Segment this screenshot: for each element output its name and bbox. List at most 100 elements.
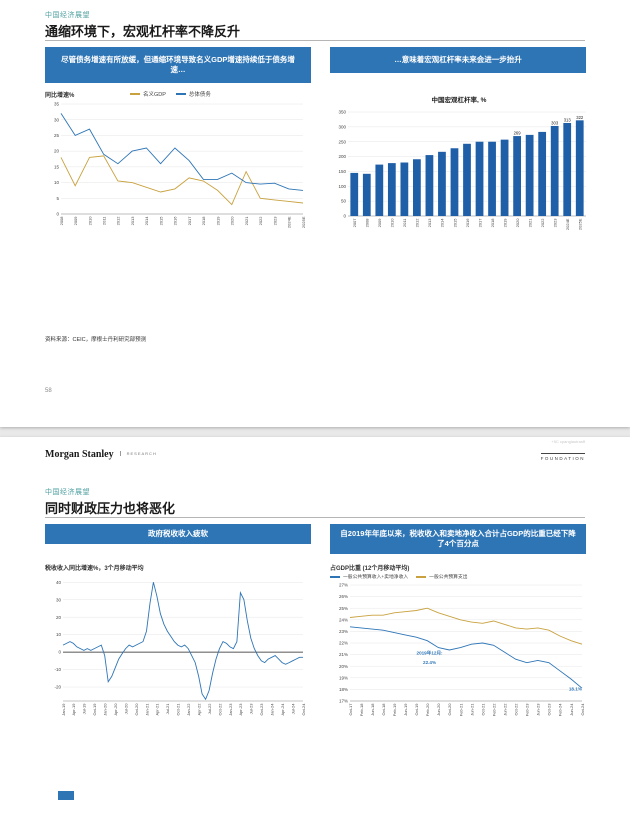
svg-text:Feb-20: Feb-20 xyxy=(425,703,430,716)
logo-wordmark: Morgan Stanley xyxy=(45,449,114,460)
morgan-stanley-logo: Morgan Stanley RESEARCH xyxy=(45,449,157,460)
svg-text:22%: 22% xyxy=(339,641,348,646)
logo-research-label: RESEARCH xyxy=(119,451,157,456)
svg-text:Jun-18: Jun-18 xyxy=(370,703,375,716)
svg-text:2014: 2014 xyxy=(144,216,149,226)
svg-text:2021: 2021 xyxy=(527,218,532,228)
svg-text:Jan-19: Jan-19 xyxy=(61,703,66,716)
svg-text:200: 200 xyxy=(338,154,346,159)
tax-revenue-growth-line-chart: -20 -10 0 10 20 30 40 Jan-19 Apr-19 Jul-19 Oct-19 J… xyxy=(54,580,305,716)
svg-text:2013: 2013 xyxy=(130,216,135,226)
svg-text:17%: 17% xyxy=(339,699,348,704)
svg-text:Oct-24: Oct-24 xyxy=(580,703,585,716)
svg-text:2023: 2023 xyxy=(552,218,557,228)
svg-text:25%: 25% xyxy=(339,606,348,611)
legend-swatch-blue xyxy=(330,575,340,578)
svg-text:2015: 2015 xyxy=(158,216,163,226)
svg-text:2009: 2009 xyxy=(73,216,78,226)
svg-text:40: 40 xyxy=(56,580,62,585)
legend-swatch-gold xyxy=(130,93,140,95)
slide1-title: 通缩环境下，宏观杠杆率不降反升 xyxy=(45,24,241,39)
foundation-label: FOUNDATION xyxy=(540,453,585,461)
legend-label: 一般公共预算收入+卖地净收入 xyxy=(343,575,409,580)
slide1-title-rule xyxy=(45,40,585,41)
svg-text:2007: 2007 xyxy=(352,218,357,228)
svg-text:2022: 2022 xyxy=(540,218,545,228)
svg-text:2009: 2009 xyxy=(377,218,382,228)
svg-text:Oct-22: Oct-22 xyxy=(217,703,222,716)
chart1-legend: 名义GDP 总体债务 xyxy=(130,90,211,98)
svg-text:30: 30 xyxy=(54,117,60,122)
svg-text:2019年12月:: 2019年12月: xyxy=(417,650,444,657)
svg-text:Jan-23: Jan-23 xyxy=(228,703,233,716)
svg-text:2015: 2015 xyxy=(452,218,457,228)
slide1-source-note: 资料来源：CEIC，摩根士丹利研究部预测 xyxy=(45,337,147,343)
svg-text:20: 20 xyxy=(54,149,60,154)
svg-text:Oct-23: Oct-23 xyxy=(547,703,552,716)
slide2-title-rule xyxy=(45,517,585,518)
svg-text:2023: 2023 xyxy=(272,216,277,226)
legend-item-total-debt: 总体债务 xyxy=(175,90,211,98)
svg-text:Jun-20: Jun-20 xyxy=(436,703,441,716)
svg-text:2008: 2008 xyxy=(365,218,370,228)
svg-text:Oct-19: Oct-19 xyxy=(92,703,97,716)
legend-item-revenue: 一般公共预算收入+卖地净收入 xyxy=(330,573,408,580)
svg-text:Apr-20: Apr-20 xyxy=(113,703,118,716)
svg-text:Apr-19: Apr-19 xyxy=(71,703,76,716)
gdp-vs-debt-growth-line-chart: 0 5 10 15 20 25 30 35 2008 2009 2010 2011 2012 2013 20… xyxy=(54,102,306,228)
svg-text:2012: 2012 xyxy=(415,218,420,228)
svg-text:2018: 2018 xyxy=(490,218,495,228)
svg-text:Jul-21: Jul-21 xyxy=(165,703,170,715)
chart4-legend: 一般公共预算收入+卖地净收入 一般公共预算支出 xyxy=(330,573,468,580)
svg-text:2010: 2010 xyxy=(87,216,92,226)
svg-text:2010: 2010 xyxy=(390,218,395,228)
chart2-title: 中国宏观杠杆率, % xyxy=(431,97,487,104)
svg-text:20%: 20% xyxy=(339,664,348,669)
svg-text:Apr-24: Apr-24 xyxy=(280,703,285,716)
slide2-eyebrow: 中国经济展望 xyxy=(45,489,90,496)
svg-text:Apr-23: Apr-23 xyxy=(238,703,243,716)
svg-text:Jun-23: Jun-23 xyxy=(536,703,541,716)
svg-text:Feb-23: Feb-23 xyxy=(525,703,530,716)
legend-item-nominal-gdp: 名义GDP xyxy=(130,90,166,98)
legend-swatch-blue xyxy=(175,93,186,95)
svg-text:15: 15 xyxy=(54,164,60,169)
svg-text:Oct-20: Oct-20 xyxy=(447,703,452,716)
svg-text:2016: 2016 xyxy=(173,216,178,226)
svg-text:2011: 2011 xyxy=(102,216,107,225)
svg-text:269: 269 xyxy=(514,131,522,136)
svg-text:0: 0 xyxy=(58,650,61,655)
svg-text:250: 250 xyxy=(338,139,346,144)
svg-text:19%: 19% xyxy=(339,675,348,680)
svg-text:Apr-21: Apr-21 xyxy=(155,703,160,716)
svg-text:Oct-20: Oct-20 xyxy=(134,703,139,716)
legend-swatch-gold xyxy=(416,575,427,578)
svg-text:24%: 24% xyxy=(339,617,348,622)
svg-text:10: 10 xyxy=(56,632,62,637)
slide1-left-banner: 尽管债务增速有所放缓，但通缩环境导致名义GDP增速持续低于债务增速… xyxy=(45,47,311,83)
svg-text:20: 20 xyxy=(56,615,62,620)
svg-text:300: 300 xyxy=(338,124,346,129)
svg-text:2012: 2012 xyxy=(116,216,121,226)
svg-text:-20: -20 xyxy=(54,685,61,690)
svg-text:Jan-22: Jan-22 xyxy=(186,703,191,716)
svg-text:Oct-21: Oct-21 xyxy=(480,703,485,716)
svg-text:25: 25 xyxy=(54,133,60,138)
svg-text:2013: 2013 xyxy=(427,218,432,228)
svg-text:2008: 2008 xyxy=(59,216,64,226)
svg-text:18%: 18% xyxy=(339,687,348,692)
svg-text:2021: 2021 xyxy=(244,216,249,226)
slide1-right-banner: …意味着宏观杠杆率未来会进一步抬升 xyxy=(330,47,586,73)
svg-text:2014: 2014 xyxy=(440,218,445,228)
legend-item-expenditure: 一般公共预算支出 xyxy=(416,573,468,580)
svg-text:Feb-21: Feb-21 xyxy=(458,703,463,716)
svg-text:Jun-22: Jun-22 xyxy=(502,703,507,716)
svg-text:Jan-20: Jan-20 xyxy=(103,703,108,716)
slide2-left-banner: 政府税收收入疲软 xyxy=(45,524,311,544)
svg-text:Apr-22: Apr-22 xyxy=(196,703,201,716)
svg-text:26%: 26% xyxy=(339,594,348,599)
svg-text:5: 5 xyxy=(56,196,59,201)
chart1-y-axis-label: 同比增速% xyxy=(45,93,75,99)
chart3-label: 税收收入同比增速%，3个月移动平均 xyxy=(45,566,144,572)
svg-text:Oct-22: Oct-22 xyxy=(514,703,519,716)
